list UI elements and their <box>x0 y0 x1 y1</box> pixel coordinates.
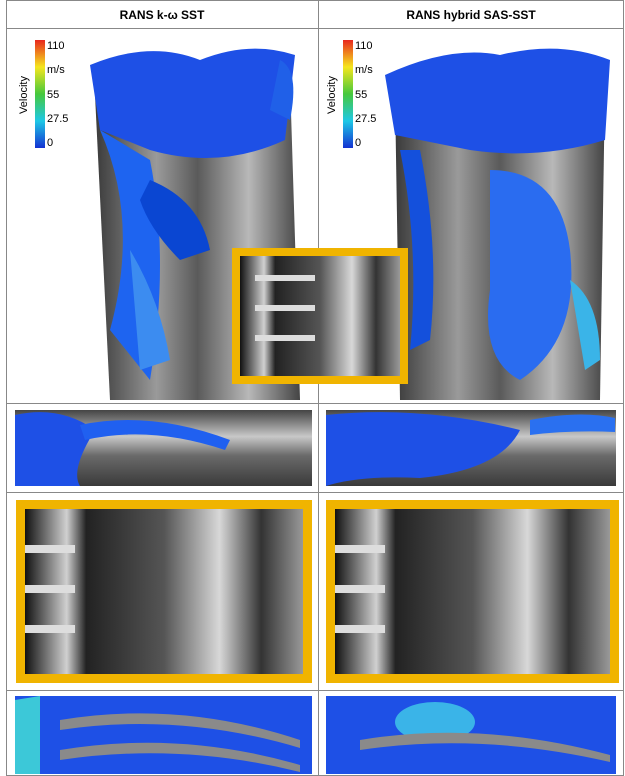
colorbar-tick: 27.5 <box>47 113 68 125</box>
photo <box>16 500 312 683</box>
colorbar-tick: 110 <box>47 40 65 52</box>
colorbar: 110 m/s 55 27.5 0 Velocity <box>18 40 69 149</box>
colorbar-unit: m/s <box>355 64 373 76</box>
figure: RANS k-ω SST RANS hybrid SAS-SST 110 m/s… <box>0 0 625 776</box>
colorbar-tick: 55 <box>355 89 367 101</box>
colorbar-tick: 27.5 <box>355 113 376 125</box>
column-header: RANS k-ω SST <box>120 8 205 22</box>
simulation-image <box>385 49 610 400</box>
column-header: RANS hybrid SAS-SST <box>406 8 536 22</box>
colorbar-tick: 0 <box>47 137 53 149</box>
photo <box>326 500 619 683</box>
colorbar-tick: 0 <box>355 137 361 149</box>
colorbar: 110 m/s 55 27.5 0 Velocity <box>326 40 377 149</box>
colorbar-unit: m/s <box>47 64 65 76</box>
colorbar-tick: 110 <box>355 40 373 52</box>
inset-photo <box>232 248 408 384</box>
colorbar-title: Velocity <box>18 76 30 114</box>
colorbar-tick: 55 <box>47 89 59 101</box>
simulation-image <box>15 410 312 486</box>
simulation-image <box>15 696 312 774</box>
simulation-image <box>326 696 616 774</box>
simulation-image <box>326 410 616 486</box>
colorbar-title: Velocity <box>326 76 338 114</box>
